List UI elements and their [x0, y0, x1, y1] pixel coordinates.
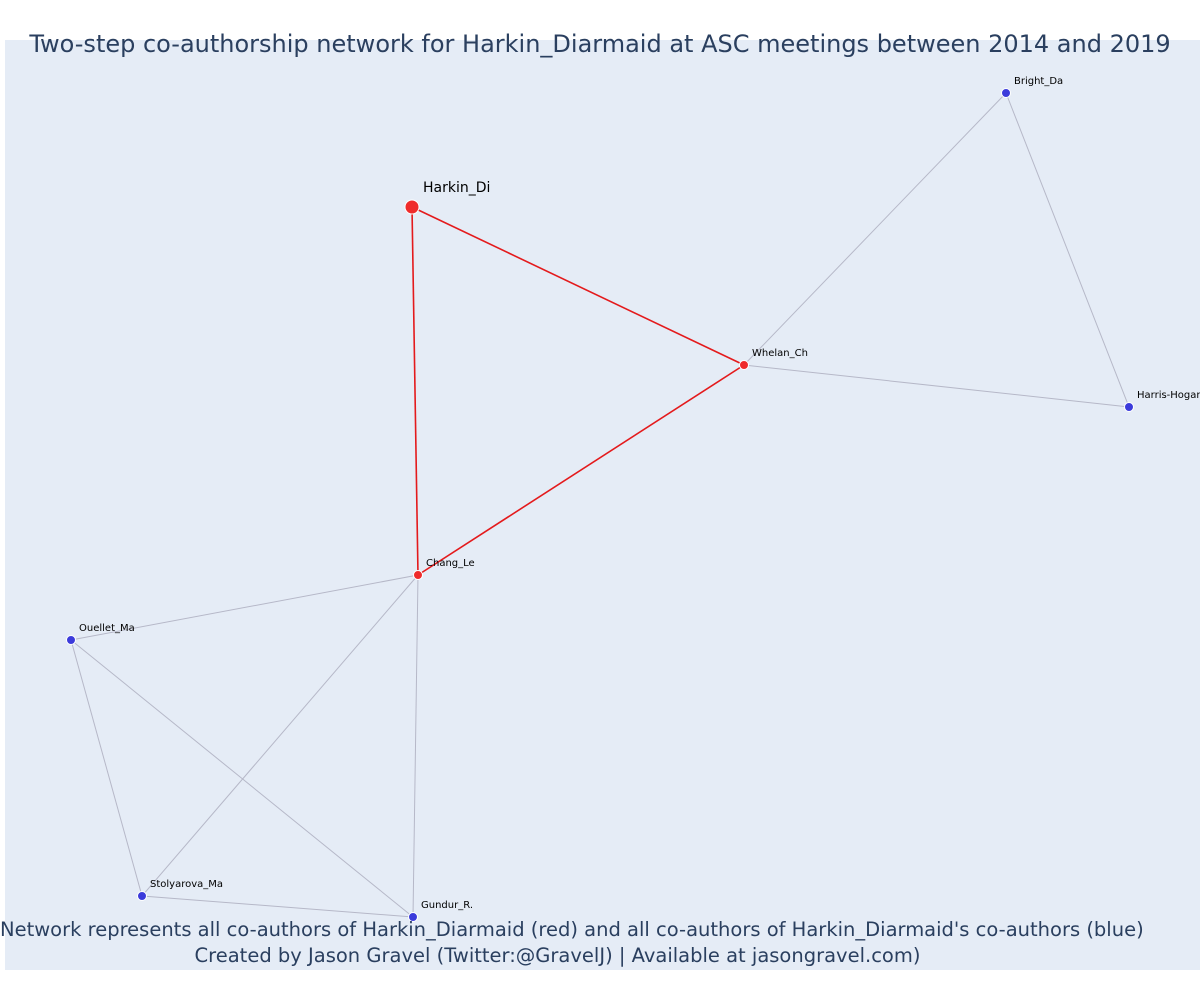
- node-Harkin_Di[interactable]: [404, 199, 420, 215]
- node-label-Bright_Da: Bright_Da: [1014, 76, 1063, 87]
- node-Stolyarova_Ma[interactable]: [137, 891, 147, 901]
- node-Chang_Le[interactable]: [413, 570, 423, 580]
- edge-Stolyarova_Ma-Gundur_R.: [141, 895, 414, 918]
- node-Gundur_R.[interactable]: [408, 912, 418, 922]
- plot-background: [5, 40, 1200, 970]
- edge-Chang_Le-Gundur_R.: [412, 574, 419, 918]
- edge-Bright_Da-Harris-Hogan: [1005, 92, 1130, 408]
- node-label-Ouellet_Ma: Ouellet_Ma: [79, 623, 135, 634]
- caption-line-1: Network represents all co-authors of Har…: [0, 918, 1144, 941]
- chart-title: Two-step co-authorship network for Harki…: [29, 30, 1171, 58]
- edge-Ouellet_Ma-Gundur_R.: [70, 639, 414, 918]
- node-label-Whelan_Ch: Whelan_Ch: [752, 348, 808, 359]
- edge-Ouellet_Ma-Stolyarova_Ma: [70, 639, 143, 897]
- edge-Whelan_Ch-Bright_Da: [743, 92, 1007, 366]
- node-label-Stolyarova_Ma: Stolyarova_Ma: [150, 879, 223, 890]
- caption-line-2: Created by Jason Gravel (Twitter:@Gravel…: [194, 944, 921, 967]
- node-label-Gundur_R.: Gundur_R.: [421, 900, 473, 911]
- edge-Whelan_Ch-Chang_Le: [417, 364, 745, 576]
- edge-Chang_Le-Ouellet_Ma: [70, 574, 419, 641]
- edge-Harkin_Di-Whelan_Ch: [411, 206, 745, 366]
- node-label-Harkin_Di: Harkin_Di: [423, 180, 490, 196]
- node-label-Harris-Hogan: Harris-Hogan: [1137, 390, 1200, 401]
- node-Bright_Da[interactable]: [1001, 88, 1011, 98]
- node-Whelan_Ch[interactable]: [739, 360, 749, 370]
- edge-Harkin_Di-Chang_Le: [411, 206, 419, 576]
- node-Ouellet_Ma[interactable]: [66, 635, 76, 645]
- node-label-Chang_Le: Chang_Le: [426, 558, 475, 569]
- edge-Chang_Le-Stolyarova_Ma: [141, 574, 419, 897]
- edge-Whelan_Ch-Harris-Hogan: [743, 364, 1130, 408]
- node-Harris-Hogan[interactable]: [1124, 402, 1134, 412]
